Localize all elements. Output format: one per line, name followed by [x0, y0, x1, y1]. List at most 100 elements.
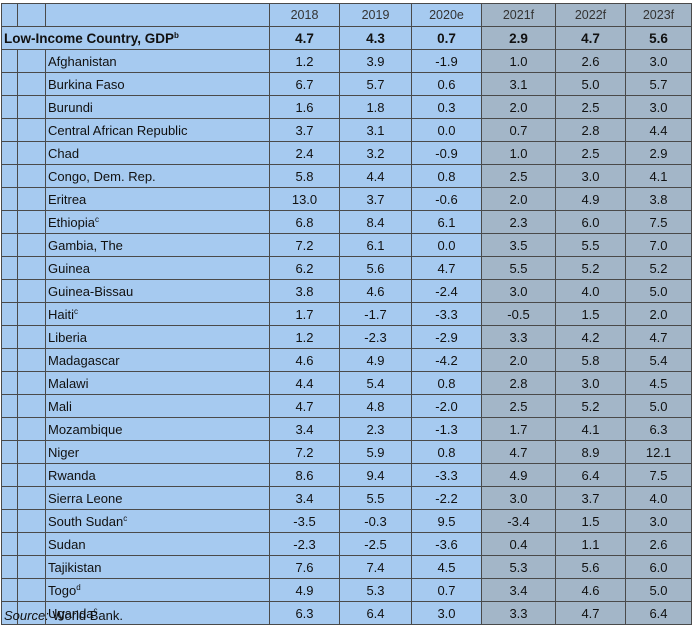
value-cell: -2.9: [411, 325, 482, 349]
value-cell: 2.3: [339, 417, 412, 441]
country-row: Niger 7.2 5.9 0.8 4.7 8.9 12.1: [1, 440, 692, 464]
source-text: World Bank.: [52, 608, 124, 623]
value-cell: 9.5: [411, 509, 482, 533]
value-cell: 5.4: [339, 371, 412, 395]
indent-cell: [17, 256, 46, 280]
footnote-mark: d: [76, 582, 81, 592]
country-name: Eritrea: [48, 191, 87, 207]
country-name: Uganda: [48, 605, 94, 621]
value-cell: 5.0: [625, 394, 692, 418]
country-name: Malawi: [48, 375, 89, 391]
value-cell: 0.6: [411, 72, 482, 96]
indent-cell: [1, 325, 18, 349]
column-header: 2022f: [555, 3, 626, 27]
row-label: Sierra Leone: [45, 486, 270, 510]
value-cell: 4.1: [625, 164, 692, 188]
country-name: Niger: [48, 444, 80, 460]
indent-cell: [1, 532, 18, 556]
indent-cell: [17, 187, 46, 211]
country-row: Sudan -2.3 -2.5 -3.6 0.4 1.1 2.6: [1, 532, 692, 556]
value-cell: 4.6: [339, 279, 412, 303]
total-row: Low-Income Country, GDPb 4.7 4.3 0.7 2.9 4.7 5…: [1, 26, 692, 50]
value-cell: 3.3: [481, 601, 556, 625]
indent-cell: [1, 394, 18, 418]
value-cell: 0.0: [411, 233, 482, 257]
country-name: Sierra Leone: [48, 490, 123, 506]
value-cell: 2.0: [625, 302, 692, 326]
value-cell: 5.6: [625, 26, 692, 50]
indent-cell: [17, 95, 46, 119]
indent-cell: [1, 187, 18, 211]
value-cell: 1.5: [555, 509, 626, 533]
country-row: Liberia 1.2 -2.3 -2.9 3.3 4.2 4.7: [1, 325, 692, 349]
value-cell: 2.9: [481, 26, 556, 50]
value-cell: 3.4: [269, 417, 340, 441]
value-cell: 1.7: [269, 302, 340, 326]
country-row: Afghanistan 1.2 3.9 -1.9 1.0 2.6 3.0: [1, 49, 692, 73]
value-cell: 5.6: [339, 256, 412, 280]
value-cell: 2.5: [481, 164, 556, 188]
value-cell: 4.0: [555, 279, 626, 303]
country-name: Tajikistan: [48, 559, 102, 575]
value-cell: 9.4: [339, 463, 412, 487]
indent-cell: [17, 325, 46, 349]
column-header: 2019: [339, 3, 412, 27]
indent-cell: [1, 486, 18, 510]
indent-cell: [17, 279, 46, 303]
value-cell: 2.5: [481, 394, 556, 418]
value-cell: 3.0: [411, 601, 482, 625]
country-row: Burundi 1.6 1.8 0.3 2.0 2.5 3.0: [1, 95, 692, 119]
value-cell: 6.3: [625, 417, 692, 441]
indent-cell: [17, 394, 46, 418]
value-cell: -1.9: [411, 49, 482, 73]
value-cell: 0.4: [481, 532, 556, 556]
footnote-mark: c: [93, 605, 98, 615]
indent-cell: [1, 95, 18, 119]
value-cell: 6.4: [625, 601, 692, 625]
value-cell: 4.4: [269, 371, 340, 395]
value-cell: 6.8: [269, 210, 340, 234]
indent-cell: [17, 463, 46, 487]
source-note: Source: World Bank.: [4, 608, 123, 623]
country-row: Haitic 1.7 -1.7 -3.3 -0.5 1.5 2.0: [1, 302, 692, 326]
value-cell: 7.4: [339, 555, 412, 579]
row-name: Low-Income Country, GDP: [4, 30, 175, 46]
footnote-mark: c: [94, 214, 99, 224]
value-cell: 0.7: [481, 118, 556, 142]
country-name: Guinea: [48, 260, 90, 276]
row-label: Malawi: [45, 371, 270, 395]
footnote-mark: c: [123, 513, 128, 523]
value-cell: 5.7: [625, 72, 692, 96]
value-cell: -2.0: [411, 394, 482, 418]
value-cell: -0.5: [481, 302, 556, 326]
indent-cell: [17, 210, 46, 234]
value-cell: 4.0: [625, 486, 692, 510]
value-cell: -1.3: [411, 417, 482, 441]
value-cell: 6.0: [555, 210, 626, 234]
row-label: Eritrea: [45, 187, 270, 211]
value-cell: -3.5: [269, 509, 340, 533]
country-row: Gambia, The 7.2 6.1 0.0 3.5 5.5 7.0: [1, 233, 692, 257]
row-label: Congo, Dem. Rep.: [45, 164, 270, 188]
value-cell: 4.2: [555, 325, 626, 349]
row-label: Haitic: [45, 302, 270, 326]
value-cell: 5.2: [625, 256, 692, 280]
value-cell: 1.0: [481, 141, 556, 165]
row-label: Mozambique: [45, 417, 270, 441]
value-cell: 4.3: [339, 26, 412, 50]
value-cell: -3.4: [481, 509, 556, 533]
value-cell: 5.4: [625, 348, 692, 372]
value-cell: -1.7: [339, 302, 412, 326]
value-cell: 2.0: [481, 348, 556, 372]
value-cell: 1.0: [481, 49, 556, 73]
value-cell: -0.9: [411, 141, 482, 165]
country-row: Tajikistan 7.6 7.4 4.5 5.3 5.6 6.0: [1, 555, 692, 579]
value-cell: 2.9: [625, 141, 692, 165]
value-cell: -2.3: [269, 532, 340, 556]
footnote-mark: c: [74, 306, 79, 316]
indent-cell: [1, 210, 18, 234]
value-cell: 2.8: [555, 118, 626, 142]
blank-cell: [45, 3, 270, 27]
indent-cell: [1, 233, 18, 257]
value-cell: 3.0: [555, 371, 626, 395]
